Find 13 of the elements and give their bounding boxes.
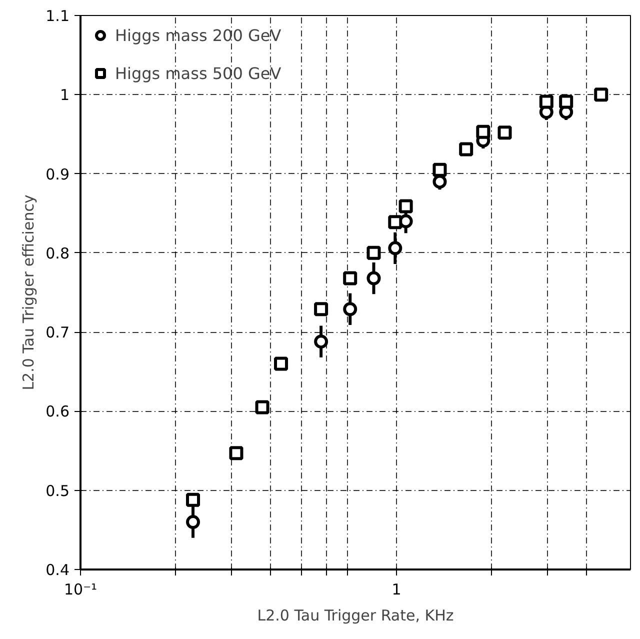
- legend-label: Higgs mass 200 GeV: [115, 26, 282, 44]
- legend-label: Higgs mass 500 GeV: [115, 64, 282, 82]
- y-tick-label: 0.7: [46, 324, 70, 342]
- y-tick-label: 1: [60, 86, 70, 104]
- y-tick-label: 0.4: [46, 561, 70, 579]
- y-tick-label: 0.9: [46, 165, 70, 184]
- y-axis-title: L2.0 Tau Trigger efficiency: [20, 194, 38, 390]
- y-tick-label: 0.5: [46, 482, 70, 500]
- y-tick-label: 0.6: [46, 402, 70, 421]
- x-tick-label: 10⁻¹: [64, 580, 98, 598]
- x-axis-title: L2.0 Tau Trigger Rate, KHz: [257, 606, 454, 624]
- y-tick-label: 0.8: [46, 244, 70, 262]
- y-tick-label: 1.1: [46, 7, 70, 25]
